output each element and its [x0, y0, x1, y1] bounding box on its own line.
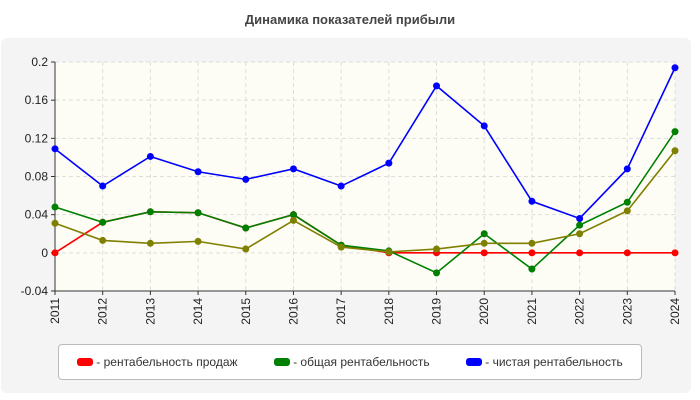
x-tick-label: 2023 [620, 298, 634, 325]
data-point [480, 230, 488, 238]
data-point [51, 249, 59, 257]
x-tick-label: 2020 [477, 298, 491, 325]
data-point [146, 152, 154, 160]
data-point [242, 245, 250, 253]
y-tick-label: 0.08 [25, 170, 49, 184]
x-tick-label: 2011 [48, 298, 62, 324]
data-point [385, 248, 393, 256]
legend-label: - общая рентабельность [293, 355, 430, 369]
data-point [242, 224, 250, 232]
data-point [242, 175, 250, 183]
data-point [671, 249, 679, 257]
series-line-3 [54, 150, 676, 253]
x-tick-label: 2014 [191, 298, 205, 325]
data-point [576, 249, 584, 257]
y-tick-label: 0.04 [25, 208, 49, 222]
data-point [194, 209, 202, 217]
data-point [51, 219, 59, 227]
data-point [337, 182, 345, 190]
data-point [623, 165, 631, 173]
y-tick-label: -0.04 [21, 284, 49, 298]
data-point [146, 239, 154, 247]
data-point [528, 265, 536, 273]
legend-label: - чистая рентабельность [485, 355, 623, 369]
data-point [289, 211, 297, 219]
x-tick-label: 2024 [668, 298, 682, 325]
series-line-2 [54, 67, 676, 220]
series-line-1 [54, 131, 676, 274]
y-tick-label: 0.12 [25, 131, 49, 145]
data-point [480, 239, 488, 247]
legend-swatch [77, 358, 94, 366]
data-point [623, 207, 631, 215]
data-point [671, 147, 679, 155]
x-tick-label: 2015 [239, 298, 253, 325]
data-point [623, 249, 631, 257]
data-point [194, 237, 202, 245]
data-point [480, 249, 488, 257]
data-point [528, 197, 536, 205]
x-tick-label: 2012 [96, 298, 110, 325]
legend-label: - рентабельность продаж [96, 355, 238, 369]
legend: - рентабельность продаж - общая рентабел… [58, 344, 642, 380]
legend-swatch [466, 358, 483, 366]
data-point [385, 159, 393, 167]
chart-title: Динамика показателей прибыли [244, 12, 456, 27]
data-point [480, 122, 488, 130]
data-point [433, 269, 441, 277]
data-point [289, 165, 297, 173]
data-point [99, 218, 107, 226]
data-point [576, 230, 584, 238]
data-point [99, 182, 107, 190]
x-tick-label: 2019 [430, 298, 444, 325]
data-point [623, 198, 631, 206]
x-tick-label: 2022 [573, 298, 587, 325]
data-point [194, 168, 202, 176]
legend-swatch [274, 358, 291, 366]
data-point [576, 214, 584, 222]
data-point [528, 249, 536, 257]
x-tick-label: 2013 [143, 298, 157, 325]
x-tick-label: 2017 [334, 298, 348, 325]
data-point [671, 64, 679, 72]
data-point [51, 203, 59, 211]
data-point [433, 82, 441, 90]
data-point [99, 236, 107, 244]
data-point [528, 239, 536, 247]
x-tick-label: 2021 [525, 298, 539, 325]
data-point [576, 221, 584, 229]
y-tick-label: 0.16 [25, 93, 49, 107]
y-tick-label: 0 [41, 246, 48, 260]
data-point [289, 216, 297, 224]
data-point [337, 243, 345, 251]
x-tick-label: 2018 [382, 298, 396, 325]
legend-item-sales[interactable]: - рентабельность продаж [77, 355, 238, 369]
data-point [51, 145, 59, 153]
data-point [671, 128, 679, 136]
y-tick-label: 0.2 [31, 55, 48, 69]
data-point [146, 208, 154, 216]
legend-item-total[interactable]: - общая рентабельность [274, 355, 430, 369]
data-point [433, 245, 441, 253]
legend-item-net[interactable]: - чистая рентабельность [466, 355, 623, 369]
x-tick-label: 2016 [286, 298, 300, 325]
